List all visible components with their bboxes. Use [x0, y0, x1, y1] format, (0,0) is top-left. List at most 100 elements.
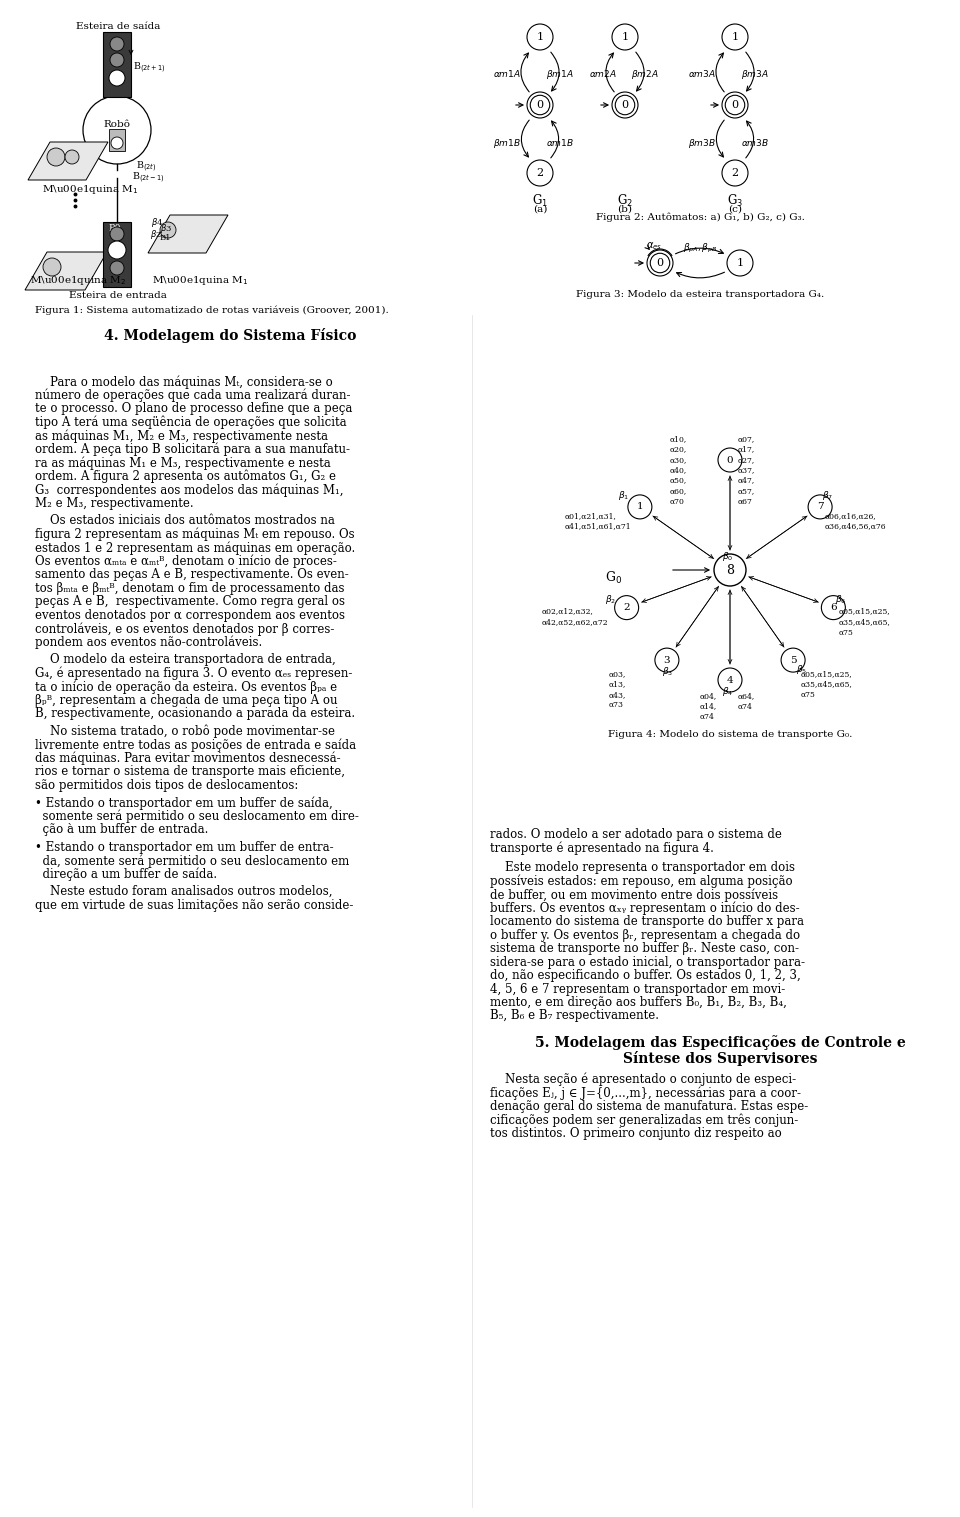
Text: Figura 4: Modelo do sistema de transporte G₀.: Figura 4: Modelo do sistema de transport…: [608, 730, 852, 739]
Circle shape: [718, 448, 742, 472]
Text: B$_{(2t)}$: B$_{(2t)}$: [136, 159, 156, 174]
Text: $\alpha m1A$: $\alpha m1A$: [493, 68, 521, 79]
Text: 1: 1: [537, 32, 543, 42]
Text: 5. Modelagem das Especificações de Controle e: 5. Modelagem das Especificações de Contr…: [535, 1035, 905, 1050]
Text: G₃  correspondentes aos modelos das máquinas M₁,: G₃ correspondentes aos modelos das máqui…: [35, 482, 344, 496]
Text: tos distintos. O primeiro conjunto diz respeito ao: tos distintos. O primeiro conjunto diz r…: [490, 1127, 781, 1139]
Text: somente será permitido o seu deslocamento em dire-: somente será permitido o seu deslocament…: [35, 810, 359, 824]
Text: 0: 0: [732, 100, 738, 111]
Text: α02,α12,α32,
α42,α52,α62,α72: α02,α12,α32, α42,α52,α62,α72: [541, 608, 609, 627]
Circle shape: [47, 149, 65, 165]
Text: 1: 1: [736, 258, 744, 269]
Text: $\alpha m3B$: $\alpha m3B$: [741, 137, 769, 149]
Text: α04,
α14,
α74: α04, α14, α74: [700, 692, 717, 721]
Text: mento, e em direção aos buffers B₀, B₁, B₂, B₃, B₄,: mento, e em direção aos buffers B₀, B₁, …: [490, 997, 787, 1009]
Circle shape: [722, 93, 748, 118]
Bar: [109, 129, 125, 152]
Text: transporte é apresentado na figura 4.: transporte é apresentado na figura 4.: [490, 842, 714, 856]
Text: te o processo. O plano de processo define que a peça: te o processo. O plano de processo defin…: [35, 402, 352, 416]
Text: sidera-se para o estado inicial, o transportador para-: sidera-se para o estado inicial, o trans…: [490, 956, 805, 968]
Bar: [103, 32, 131, 97]
Text: α05,α15,α25,
α35,α45,α65,
α75: α05,α15,α25, α35,α45,α65, α75: [838, 608, 890, 637]
Text: • Estando o transportador em um buffer de saída,: • Estando o transportador em um buffer d…: [35, 796, 333, 810]
Text: rios e tornar o sistema de transporte mais eficiente,: rios e tornar o sistema de transporte ma…: [35, 765, 345, 778]
Text: 2: 2: [623, 604, 630, 613]
Text: locamento do sistema de transporte do buffer x para: locamento do sistema de transporte do bu…: [490, 915, 804, 928]
Text: 4. Modelagem do Sistema Físico: 4. Modelagem do Sistema Físico: [104, 328, 356, 343]
Text: • Estando o transportador em um buffer de entra-: • Estando o transportador em um buffer d…: [35, 840, 334, 854]
Text: B1: B1: [160, 234, 172, 243]
Text: $\beta_{pA}, \beta_{pB}$: $\beta_{pA}, \beta_{pB}$: [683, 243, 717, 255]
Text: eventos denotados por α correspondem aos eventos: eventos denotados por α correspondem aos…: [35, 608, 345, 622]
Text: (a): (a): [533, 205, 547, 214]
Text: ção à um buffer de entrada.: ção à um buffer de entrada.: [35, 824, 208, 836]
Text: α10,
α20,
α30,
α40,
α50,
α60,
α70: α10, α20, α30, α40, α50, α60, α70: [670, 435, 687, 505]
Polygon shape: [28, 143, 108, 181]
Text: peças A e B,  respectivamente. Como regra geral os: peças A e B, respectivamente. Como regra…: [35, 595, 345, 608]
Circle shape: [714, 554, 746, 586]
Circle shape: [110, 261, 124, 275]
Text: figura 2 representam as máquinas Mₜ em repouso. Os: figura 2 representam as máquinas Mₜ em r…: [35, 528, 354, 542]
Circle shape: [109, 70, 125, 86]
Text: ra as máquinas M₁ e M₃, respectivamente e nesta: ra as máquinas M₁ e M₃, respectivamente …: [35, 457, 331, 469]
Text: $\alpha m1B$: $\alpha m1B$: [546, 137, 574, 149]
Bar: [103, 221, 131, 287]
Text: Os estados iniciais dos autômatos mostrados na: Os estados iniciais dos autômatos mostra…: [35, 514, 335, 526]
Text: samento das peças A e B, respectivamente. Os even-: samento das peças A e B, respectivamente…: [35, 567, 348, 581]
Text: das máquinas. Para evitar movimentos desnecessá-: das máquinas. Para evitar movimentos des…: [35, 751, 341, 765]
Text: tos βₘₜₐ e βₘₜᴮ, denotam o fim de processamento das: tos βₘₜₐ e βₘₜᴮ, denotam o fim de proces…: [35, 581, 345, 595]
Text: Este modelo representa o transportador em dois: Este modelo representa o transportador e…: [490, 862, 795, 874]
Text: Figura 3: Modelo da esteira transportadora G₄.: Figura 3: Modelo da esteira transportado…: [576, 290, 824, 299]
Text: 0: 0: [727, 455, 733, 464]
Text: α03,
α13,
α43,
α73: α03, α13, α43, α73: [609, 671, 626, 710]
Circle shape: [110, 36, 124, 52]
Circle shape: [110, 53, 124, 67]
Text: $\beta_6$: $\beta_6$: [835, 593, 847, 605]
Text: buffers. Os eventos αₓᵧ representam o início do des-: buffers. Os eventos αₓᵧ representam o in…: [490, 901, 800, 915]
Text: O modelo da esteira transportadora de entrada,: O modelo da esteira transportadora de en…: [35, 652, 336, 666]
Text: 3: 3: [663, 655, 670, 664]
Circle shape: [43, 258, 61, 276]
Text: G$_1$: G$_1$: [532, 193, 548, 209]
Text: $\beta m3B$: $\beta m3B$: [688, 137, 716, 150]
Polygon shape: [148, 215, 228, 253]
Text: $\beta_3$: $\beta_3$: [661, 664, 673, 678]
Text: ficações Eⱼ, j ∈ J={0,...,m}, necessárias para a coor-: ficações Eⱼ, j ∈ J={0,...,m}, necessária…: [490, 1086, 801, 1100]
Text: as máquinas M₁, M₂ e M₃, respectivamente nesta: as máquinas M₁, M₂ e M₃, respectivamente…: [35, 429, 328, 443]
Circle shape: [718, 667, 742, 692]
Text: número de operações que cada uma realizará duran-: número de operações que cada uma realiza…: [35, 388, 350, 402]
Circle shape: [65, 150, 79, 164]
Text: B, respectivamente, ocasionando a parada da esteira.: B, respectivamente, ocasionando a parada…: [35, 707, 355, 721]
Text: M\u00e1quina M$_2$: M\u00e1quina M$_2$: [30, 275, 126, 287]
Text: da, somente será permitido o seu deslocamento em: da, somente será permitido o seu desloca…: [35, 854, 349, 868]
Text: sistema de transporte no buffer βᵣ. Neste caso, con-: sistema de transporte no buffer βᵣ. Nest…: [490, 942, 799, 956]
Text: ta o início de operação da esteira. Os eventos βₚₐ e: ta o início de operação da esteira. Os e…: [35, 680, 337, 693]
Text: Robô: Robô: [104, 120, 131, 129]
Text: $\alpha_{es}$: $\alpha_{es}$: [646, 240, 662, 252]
Text: 0: 0: [537, 100, 543, 111]
Text: βₚᴮ, representam a chegada de uma peça tipo A ou: βₚᴮ, representam a chegada de uma peça t…: [35, 693, 338, 707]
Text: Esteira de entrada: Esteira de entrada: [69, 291, 167, 300]
Text: α06,α16,α26,
α36,α46,56,α76: α06,α16,α26, α36,α46,56,α76: [825, 511, 887, 531]
Text: (b): (b): [617, 205, 633, 214]
Text: $\beta$4: $\beta$4: [151, 215, 163, 229]
Text: possíveis estados: em repouso, em alguma posição: possíveis estados: em repouso, em alguma…: [490, 874, 793, 887]
Text: 4: 4: [727, 675, 733, 684]
Text: No sistema tratado, o robô pode movimentar-se: No sistema tratado, o robô pode moviment…: [35, 725, 335, 737]
Text: controláveis, e os eventos denotados por β corres-: controláveis, e os eventos denotados por…: [35, 622, 334, 636]
Circle shape: [628, 495, 652, 519]
Text: B0: B0: [108, 225, 120, 234]
Circle shape: [722, 24, 748, 50]
Text: ordem. A figura 2 apresenta os autômatos G₁, G₂ e: ordem. A figura 2 apresenta os autômatos…: [35, 469, 336, 482]
Text: 5: 5: [790, 655, 797, 664]
Text: 7: 7: [817, 502, 824, 511]
Text: $\beta$2: $\beta$2: [150, 228, 162, 241]
Text: 2: 2: [732, 168, 738, 177]
Text: G$_2$: G$_2$: [617, 193, 633, 209]
Text: Neste estudo foram analisados outros modelos,: Neste estudo foram analisados outros mod…: [35, 884, 332, 898]
Text: Síntese dos Supervisores: Síntese dos Supervisores: [623, 1051, 817, 1066]
Circle shape: [527, 93, 553, 118]
Text: livremente entre todas as posições de entrada e saída: livremente entre todas as posições de en…: [35, 737, 356, 751]
Circle shape: [612, 93, 638, 118]
Text: cificações podem ser generalizadas em três conjun-: cificações podem ser generalizadas em tr…: [490, 1113, 799, 1127]
